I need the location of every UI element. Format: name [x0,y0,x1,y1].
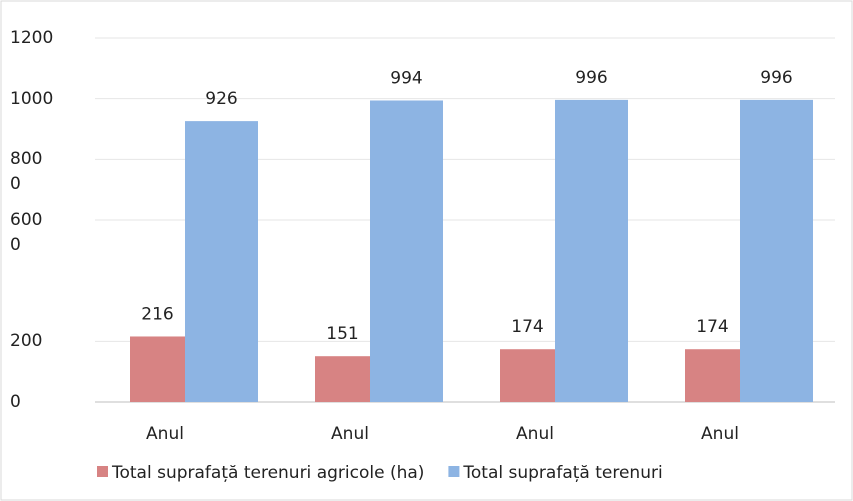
y-tick-label: 600 0 [10,210,43,255]
data-label: 994 [390,68,422,88]
x-tick-label: Anul [146,424,184,444]
data-label: 996 [575,68,607,88]
data-label: 174 [511,317,543,337]
bar [740,99,813,402]
data-label: 996 [760,68,792,88]
x-tick-label: Anul [516,424,554,444]
data-label: 216 [141,304,173,324]
y-tick-label: 1200 [10,28,54,48]
bar [185,121,258,402]
bar [130,336,185,402]
bar [555,99,628,402]
bar [315,356,370,402]
legend-label: Total suprafață terenuri agricole (ha) [111,463,424,483]
y-tick-label: 800 0 [10,149,43,195]
data-label: 151 [326,324,358,344]
legend-label: Total suprafață terenuri [462,463,662,483]
data-label: 926 [205,89,237,109]
legend-swatch [448,466,460,477]
bar [685,349,740,402]
x-tick-label: Anul [701,424,739,444]
y-tick-label: 200 [10,331,43,352]
y-tick-label: 1000 [10,88,54,109]
x-tick-label: Anul [331,424,369,444]
bar [500,349,555,402]
data-label: 174 [696,317,728,337]
y-tick-label: 0 [10,392,21,412]
bar [370,100,443,402]
legend-swatch [97,466,108,477]
